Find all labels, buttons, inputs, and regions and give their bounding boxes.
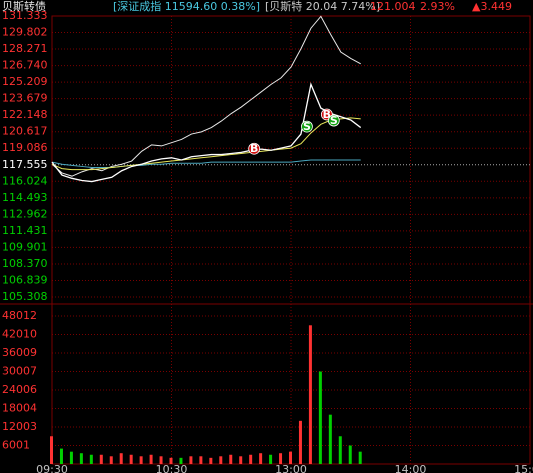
volume-tick-label: 6001	[2, 439, 30, 452]
y-tick-label: 114.493	[2, 191, 48, 204]
y-tick-label: 116.024	[2, 174, 48, 187]
volume-bar	[69, 451, 73, 464]
y-tick-label: 129.802	[2, 26, 48, 39]
trade-marker-label: S	[330, 114, 338, 127]
volume-bar	[209, 457, 213, 464]
price-line	[51, 15, 361, 177]
y-tick-label: 112.962	[2, 207, 48, 220]
trade-marker-label: B	[323, 108, 331, 121]
y-tick-label: 122.148	[2, 108, 48, 121]
y-tick-label: 105.308	[2, 290, 48, 303]
volume-tick-label: 36009	[2, 346, 37, 359]
volume-bar	[109, 456, 113, 464]
y-tick-label: 109.901	[2, 240, 48, 253]
volume-bar	[159, 456, 163, 464]
x-tick-label: 13:00	[275, 463, 307, 473]
volume-bar	[229, 454, 233, 464]
volume-bar	[239, 456, 243, 464]
x-tick-label: 15:00	[514, 463, 533, 473]
x-tick-label: 10:30	[156, 463, 188, 473]
volume-tick-label: 18004	[2, 402, 37, 415]
volume-bar	[308, 325, 312, 464]
price-line	[51, 159, 361, 169]
price-line	[51, 82, 362, 183]
change-pct: 2.93%	[420, 0, 455, 13]
trade-marker-label: B	[250, 142, 258, 155]
volume-tick-label: 12003	[2, 420, 37, 433]
x-tick-label: 09:30	[36, 463, 68, 473]
index-quote: [深证成指 11594.60 0.38%]	[113, 0, 260, 13]
y-tick-label: 111.431	[2, 224, 48, 237]
volume-bar	[279, 453, 283, 464]
volume-tick-label: 24006	[2, 383, 37, 396]
volume-tick-label: 48012	[2, 309, 37, 322]
volume-bar	[298, 420, 302, 464]
y-tick-label: 108.370	[2, 257, 48, 270]
volume-bar	[318, 371, 322, 464]
volume-bar	[358, 451, 362, 464]
volume-bar	[199, 456, 203, 464]
trade-marker	[301, 120, 313, 133]
volume-bar	[139, 456, 143, 464]
volume-bar	[129, 454, 133, 464]
x-tick-label: 14:00	[395, 463, 427, 473]
y-tick-label: 131.333	[2, 9, 48, 22]
volume-bar	[249, 454, 253, 464]
price-line	[51, 117, 361, 171]
volume-bar	[79, 453, 83, 464]
volume-bar	[219, 456, 223, 464]
volume-bar	[289, 451, 292, 464]
y-tick-label: 119.086	[2, 141, 48, 154]
chart-title: 贝斯转债	[2, 0, 46, 13]
volume-bar	[338, 436, 342, 464]
volume-bar	[50, 436, 53, 464]
y-tick-label: 126.740	[2, 59, 48, 72]
y-tick-label: 123.679	[2, 92, 48, 105]
trade-marker	[327, 114, 340, 127]
volume-tick-label: 30007	[2, 365, 37, 378]
volume-bar	[99, 454, 103, 464]
last-price: 121.004	[370, 0, 416, 13]
volume-bar	[259, 453, 263, 464]
change: ▲3.449	[472, 0, 512, 13]
trade-marker-label: S	[303, 120, 311, 133]
volume-bar	[348, 445, 352, 464]
y-tick-label: 125.209	[2, 75, 48, 88]
volume-bar	[169, 457, 173, 464]
y-tick-label: 128.271	[2, 42, 48, 55]
volume-tick-label: 42010	[2, 328, 37, 341]
volume-bar	[328, 414, 332, 464]
y-tick-label: 106.839	[2, 273, 48, 286]
volume-bar	[59, 448, 63, 464]
volume-bar	[189, 456, 193, 464]
volume-bar	[179, 457, 183, 464]
volume-bar	[119, 453, 123, 464]
stock-quote: [贝斯特 20.04 7.74%]	[265, 0, 380, 13]
volume-bar	[89, 454, 93, 464]
y-tick-label: 120.617	[2, 125, 48, 138]
trade-marker	[248, 142, 261, 155]
volume-bar	[269, 454, 273, 464]
volume-bar	[149, 454, 153, 464]
y-tick-label: 117.555	[2, 158, 48, 171]
